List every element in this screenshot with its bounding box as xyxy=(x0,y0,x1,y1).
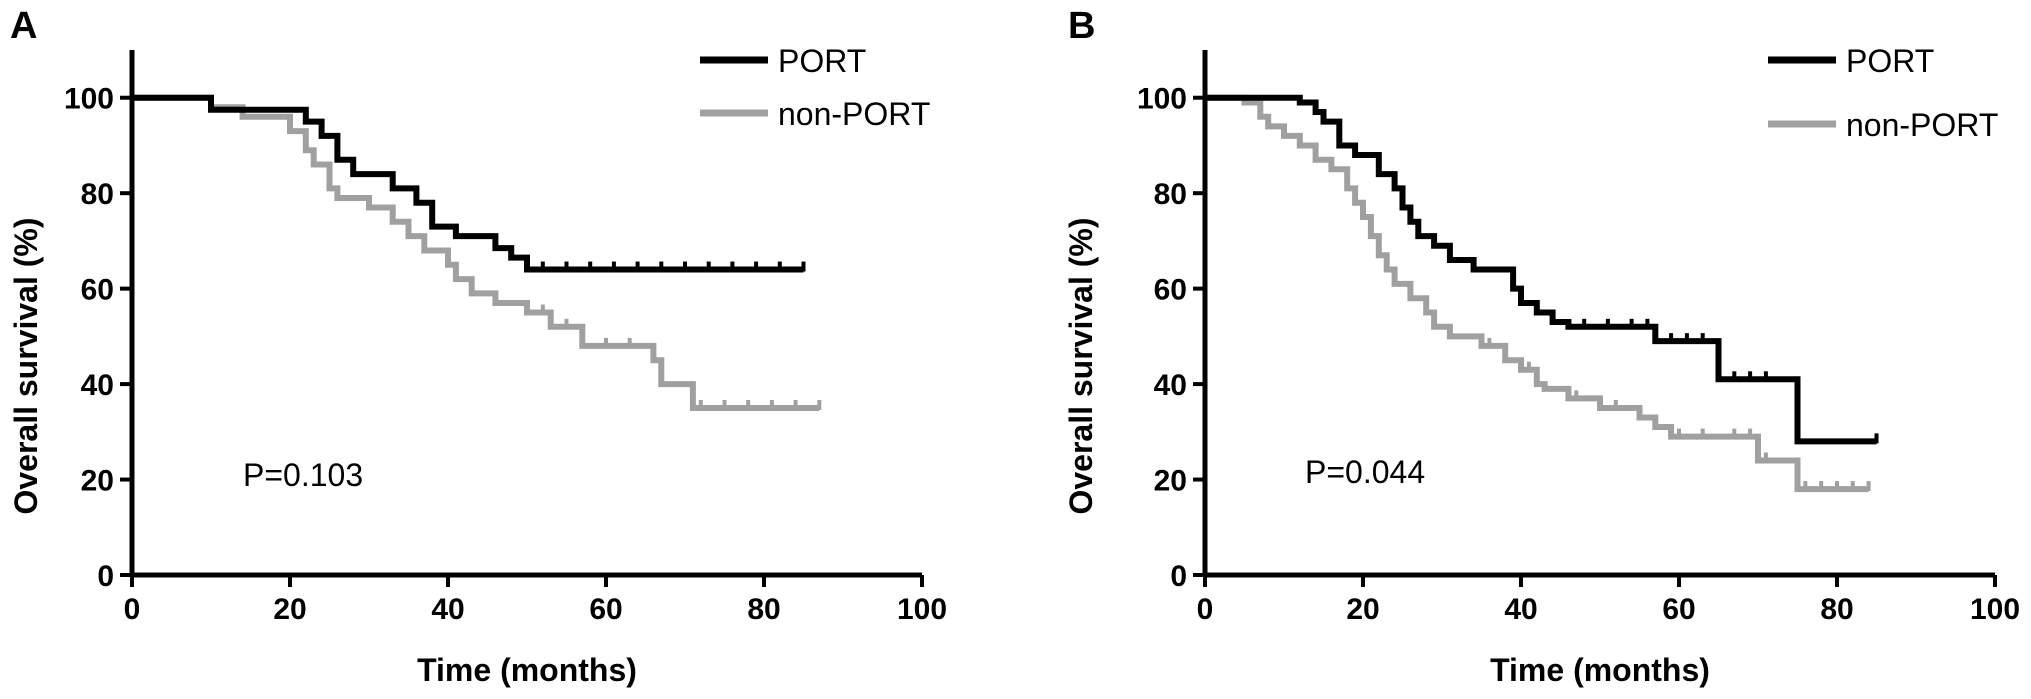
series-non-port-curve xyxy=(1205,94,1869,493)
panel-b-axes: 0 20 40 60 80 100 0 20 40 60 80 100 xyxy=(1137,50,2020,626)
panel-b-p-value: P=0.044 xyxy=(1305,454,1425,490)
panel-a-x-axis-title: Time (months) xyxy=(417,652,637,688)
series-port-curve xyxy=(132,94,804,273)
panel-a-letter: A xyxy=(10,5,37,47)
panel-b-x-axis-title: Time (months) xyxy=(1490,652,1710,688)
y-tick-label: 40 xyxy=(81,369,114,402)
x-tick-label: 40 xyxy=(431,593,464,626)
x-tick-label: 40 xyxy=(1504,593,1537,626)
panel-b-y-axis-title: Overall survival (%) xyxy=(1063,217,1099,514)
panel-b-curves xyxy=(1205,94,1879,493)
y-tick-label: 80 xyxy=(81,178,114,211)
y-tick-label: 0 xyxy=(1170,560,1187,593)
x-tick-label: 20 xyxy=(1346,593,1379,626)
y-tick-label: 20 xyxy=(81,465,114,498)
legend-nonport-label: non-PORT xyxy=(778,96,930,132)
y-tick-label: 80 xyxy=(1154,178,1187,211)
x-tick-label: 0 xyxy=(124,593,141,626)
y-tick-label: 100 xyxy=(1137,83,1187,116)
x-tick-label: 60 xyxy=(1662,593,1695,626)
legend-port-label: PORT xyxy=(1846,43,1934,79)
x-tick-label: 0 xyxy=(1197,593,1214,626)
legend-port-label: PORT xyxy=(778,43,866,79)
x-tick-label: 100 xyxy=(1970,593,2020,626)
panel-a-y-axis-title: Overall survival (%) xyxy=(8,217,44,514)
panel-a: A 0 20 40 60 80 100 0 20 40 60 80 100 PORT non-PORT… xyxy=(8,5,947,688)
y-tick-label: 0 xyxy=(97,560,114,593)
series-non-port-curve xyxy=(132,94,820,411)
panel-a-curves xyxy=(132,94,822,411)
y-tick-label: 60 xyxy=(1154,274,1187,307)
x-tick-label: 80 xyxy=(747,593,780,626)
legend-nonport-label: non-PORT xyxy=(1846,107,1998,143)
x-tick-label: 60 xyxy=(589,593,622,626)
y-tick-label: 60 xyxy=(81,274,114,307)
x-tick-label: 20 xyxy=(273,593,306,626)
panel-b-letter: B xyxy=(1068,5,1095,47)
panel-b: B 0 20 40 60 80 100 0 20 40 60 80 100 PORT non-PORT… xyxy=(1063,5,2020,688)
x-tick-label: 100 xyxy=(897,593,947,626)
y-tick-label: 40 xyxy=(1154,369,1187,402)
panel-a-legend: PORT non-PORT xyxy=(700,43,930,132)
y-tick-label: 100 xyxy=(64,83,114,116)
panel-b-legend: PORT non-PORT xyxy=(1768,43,1998,143)
panel-a-axes: 0 20 40 60 80 100 0 20 40 60 80 100 xyxy=(64,50,947,626)
y-tick-label: 20 xyxy=(1154,465,1187,498)
x-tick-label: 80 xyxy=(1820,593,1853,626)
panel-a-p-value: P=0.103 xyxy=(243,457,363,493)
series-port-curve xyxy=(1205,94,1877,445)
